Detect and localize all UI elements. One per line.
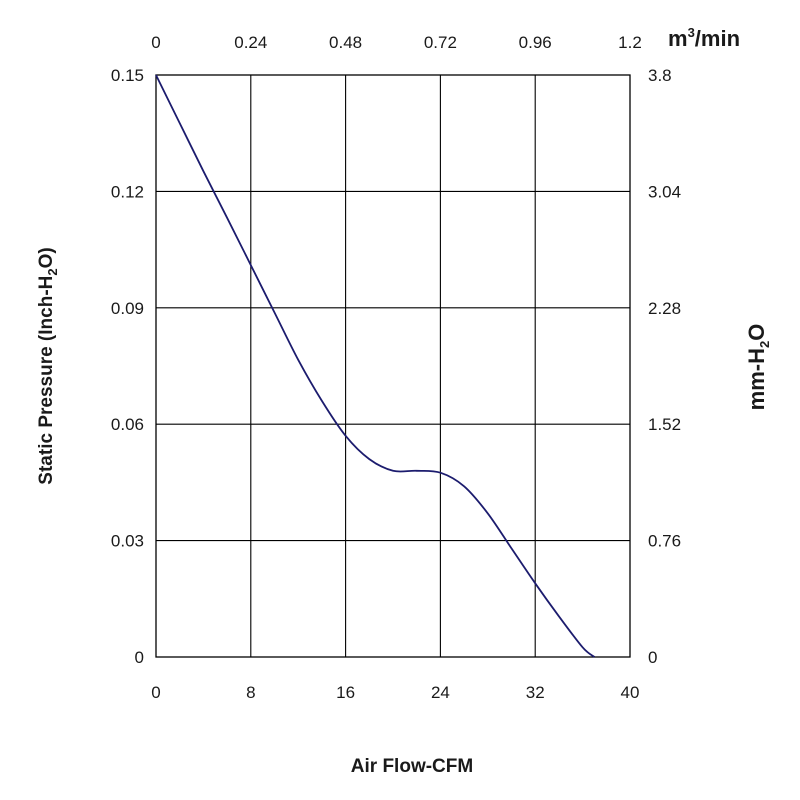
x2-tick-label: 0.24 xyxy=(234,33,267,52)
y-tick-label: 0.15 xyxy=(111,66,144,85)
y-tick-label: 0.09 xyxy=(111,299,144,318)
x-tick-label: 8 xyxy=(246,683,255,702)
y-axis-left-ticks: 0 0.03 0.06 0.09 0.12 0.15 xyxy=(111,66,144,667)
x-tick-label: 0 xyxy=(151,683,160,702)
y-left-title-main: Static Pressure (Inch-H xyxy=(36,276,57,485)
x-top-title-end: /min xyxy=(695,26,740,51)
plot-frame xyxy=(155,74,631,658)
y2-tick-label: 3.8 xyxy=(648,66,672,85)
y-tick-label: 0 xyxy=(135,648,144,667)
x2-tick-label: 0 xyxy=(151,33,160,52)
y-axis-left-title: Static Pressure (Inch-H2O) xyxy=(36,247,60,484)
x-tick-label: 24 xyxy=(431,683,450,702)
x2-tick-label: 0.96 xyxy=(519,33,552,52)
x2-tick-label: 0.48 xyxy=(329,33,362,52)
x-tick-label: 32 xyxy=(526,683,545,702)
y-right-title-sub: 2 xyxy=(757,341,772,348)
y2-tick-label: 2.28 xyxy=(648,299,681,318)
x-top-title-sup: 3 xyxy=(688,25,695,40)
x-axis-top-ticks: 0 0.24 0.48 0.72 0.96 1.2 xyxy=(151,33,642,52)
y2-tick-label: 1.52 xyxy=(648,415,681,434)
x-tick-label: 16 xyxy=(336,683,355,702)
y-axis-right-ticks: 0 0.76 1.52 2.28 3.04 3.8 xyxy=(648,66,681,667)
y-right-title-main: mm-H xyxy=(744,348,769,410)
x2-tick-label: 1.2 xyxy=(618,33,642,52)
grid-lines xyxy=(156,75,630,657)
y-tick-label: 0.06 xyxy=(111,415,144,434)
y-left-title-sub: 2 xyxy=(45,268,60,275)
y-tick-label: 0.03 xyxy=(111,532,144,551)
y-tick-label: 0.12 xyxy=(111,182,144,201)
y2-tick-label: 0 xyxy=(648,648,657,667)
x-axis-title: Air Flow-CFM xyxy=(351,756,473,777)
y-left-title-end: O) xyxy=(36,247,57,268)
y2-tick-label: 3.04 xyxy=(648,182,681,201)
x-axis-bottom-ticks: 0 8 16 24 32 40 xyxy=(151,683,639,702)
x-axis-top-title: m3/min xyxy=(668,25,740,51)
y-right-title-end: O xyxy=(744,324,769,341)
pressure-curve xyxy=(155,74,596,658)
x2-tick-label: 0.72 xyxy=(424,33,457,52)
x-top-title-main: m xyxy=(668,26,688,51)
x-tick-label: 40 xyxy=(621,683,640,702)
y2-tick-label: 0.76 xyxy=(648,532,681,551)
y-axis-right-title: mm-H2O xyxy=(744,324,772,411)
